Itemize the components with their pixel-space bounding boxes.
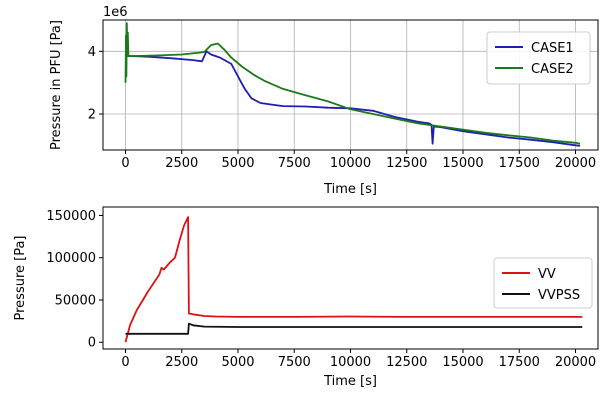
y-tick-label-bottom-0: 0 [88,336,96,351]
x-tick-label-top-5: 12500 [386,156,427,171]
legend-box-top [486,31,591,85]
x-tick-label-bottom-5: 12500 [386,355,427,370]
chart-bottom: 0 2500 5000 7500 10000 12500 15000 17500 20000 0 5… [13,206,599,389]
x-axis-title-bottom: Time [s] [323,374,377,389]
x-tick-label-top-1: 2500 [165,156,198,171]
y-tick-label-top-1: 4 [88,45,96,60]
series-line-case2 [124,22,581,145]
legend-top: CASE1 CASE2 [486,31,591,85]
x-tick-label-bottom-8: 20000 [555,355,596,370]
y-tick-label-top-0: 2 [88,107,96,122]
chart-top: 0 2500 5000 7500 10000 12500 15000 17500 20000 2 4… [49,5,599,197]
legend-label-case1: CASE1 [531,41,574,56]
x-tick-label-bottom-7: 17500 [499,355,540,370]
y-axis-title-bottom: Pressure [Pa] [13,235,28,320]
legend-label-case2: CASE2 [531,62,574,77]
x-tick-label-top-3: 7500 [278,156,311,171]
x-tick-label-bottom-4: 10000 [330,355,371,370]
x-tick-label-top-8: 20000 [555,156,596,171]
legend-bottom: VV VVPSS [493,257,593,309]
y-axis-title-top: Pressure in PFU [Pa] [49,20,64,150]
legend-box-bottom [493,257,593,309]
x-tick-label-top-0: 0 [121,156,129,171]
x-tick-label-bottom-6: 15000 [442,355,483,370]
legend-label-vv: VV [538,267,556,282]
legend-label-vvpss: VVPSS [538,288,580,303]
x-tick-label-top-6: 15000 [442,156,483,171]
x-tick-label-bottom-0: 0 [121,355,129,370]
x-tick-label-bottom-1: 2500 [165,355,198,370]
x-axis-title-top: Time [s] [323,182,377,197]
x-tick-label-top-7: 17500 [499,156,540,171]
series-line-case1 [125,50,581,147]
x-tick-label-top-2: 5000 [221,156,254,171]
y-tick-label-bottom-2: 100000 [46,251,96,266]
x-tick-label-bottom-3: 7500 [278,355,311,370]
y-tick-label-bottom-1: 50000 [55,293,96,308]
x-tick-label-top-4: 10000 [330,156,371,171]
series-line-vv [124,216,583,343]
y-offset-label-top: 1e6 [103,5,128,20]
y-tick-label-bottom-3: 150000 [46,209,96,224]
series-line-vvpss [125,322,583,335]
x-tick-label-bottom-2: 5000 [221,355,254,370]
